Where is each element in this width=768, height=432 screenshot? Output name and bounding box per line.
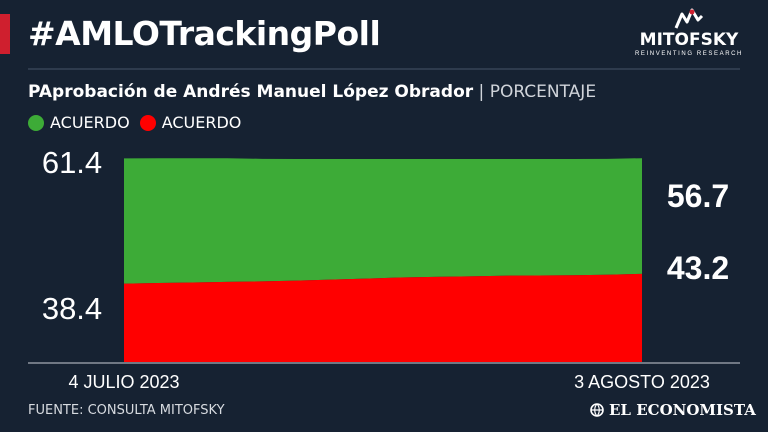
chart-subtitle: PAprobación de Andrés Manuel López Obrad… — [28, 80, 596, 104]
series-area-green — [124, 158, 642, 284]
legend-swatch-green — [28, 115, 44, 131]
mitofsky-logo-icon — [674, 8, 704, 29]
legend-item-green: ACUERDO — [28, 113, 130, 133]
el-economista-logo: EL ECONOMISTA — [590, 400, 756, 420]
start-value-label-green: 61.4 — [42, 145, 102, 180]
end-value-label-green: 56.7 — [667, 178, 729, 214]
header-divider — [28, 68, 740, 70]
source-note: FUENTE: CONSULTA MITOFSKY — [28, 403, 225, 418]
globe-icon — [590, 403, 604, 417]
start-value-label-red: 38.4 — [42, 291, 102, 326]
x-tick-label-start: 4 JULIO 2023 — [68, 372, 179, 392]
logo-name: MITOFSKY — [639, 30, 739, 50]
legend-item-red: ACUERDO — [139, 113, 242, 133]
chart-unit: PORCENTAJE — [489, 82, 597, 102]
end-value-label-red: 43.2 — [667, 250, 729, 286]
mitofsky-logo: MITOFSKY REINVENTING RESEARCH — [630, 8, 748, 64]
legend-swatch-red — [139, 115, 156, 131]
chart-title: PAprobación de Andrés Manuel López Obrad… — [28, 82, 474, 102]
x-tick-label-end: 3 AGOSTO 2023 — [574, 372, 710, 392]
legend-label-red: ACUERDO — [161, 113, 242, 132]
chart-legend: ACUERDO ACUERDO — [28, 110, 251, 136]
page-title: #AMLOTrackingPoll — [28, 14, 381, 53]
legend-label-green: ACUERDO — [50, 113, 130, 132]
subtitle-separator: | — [478, 82, 485, 102]
header-accent-bar — [0, 14, 10, 54]
logo-tagline: REINVENTING RESEARCH — [634, 51, 743, 57]
series-area-red — [124, 273, 642, 362]
brand-name: EL ECONOMISTA — [609, 401, 756, 419]
